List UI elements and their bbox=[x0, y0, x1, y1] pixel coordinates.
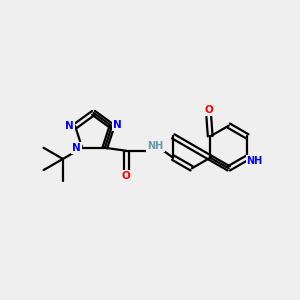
Text: O: O bbox=[204, 105, 213, 115]
Text: NH: NH bbox=[147, 141, 164, 151]
Text: O: O bbox=[122, 171, 131, 181]
Text: NH: NH bbox=[247, 156, 263, 166]
Text: N: N bbox=[65, 121, 74, 131]
Text: N: N bbox=[113, 120, 122, 130]
Text: N: N bbox=[72, 143, 81, 153]
